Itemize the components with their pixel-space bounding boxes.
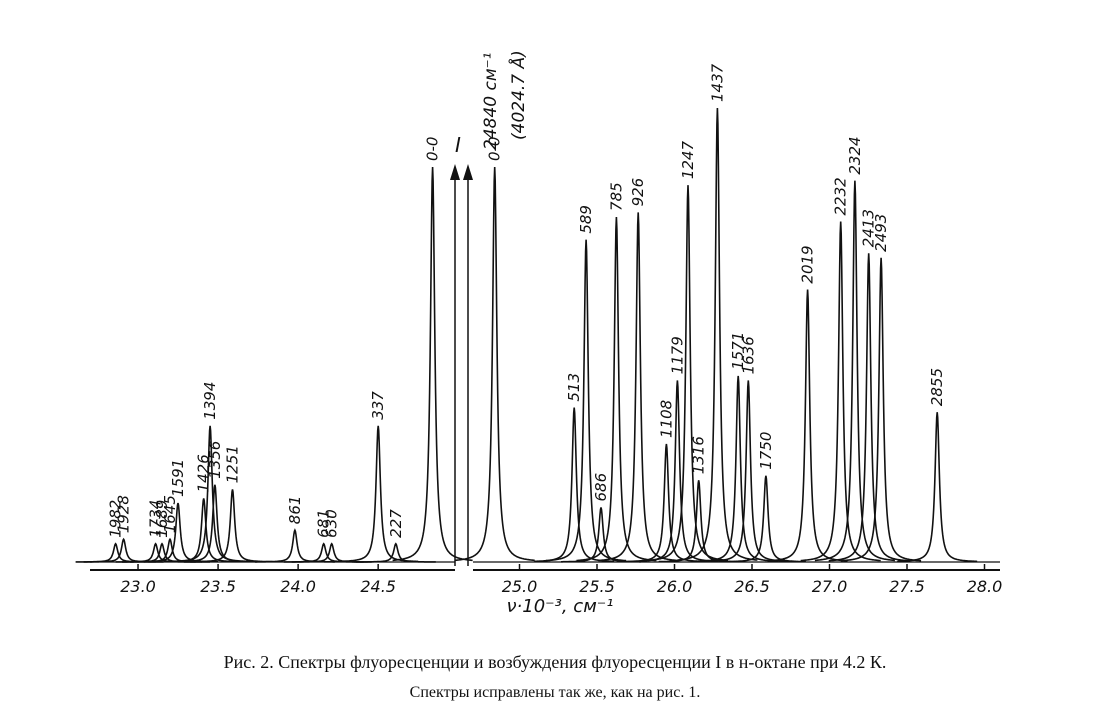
x-tick-label: 25.0 — [502, 577, 538, 596]
peak — [767, 289, 848, 562]
annotation: 24840 см⁻¹ — [481, 53, 501, 150]
peak-label: 926 — [629, 178, 647, 207]
peak-label: 1689 — [153, 500, 171, 538]
x-tick-label: 26.0 — [657, 577, 693, 596]
x-tick-label: 26.5 — [734, 577, 770, 596]
peak-label: 2493 — [872, 214, 890, 252]
x-tick-label: 24.0 — [280, 577, 316, 596]
peak — [725, 475, 806, 563]
peak-label: 1928 — [115, 495, 133, 533]
peak-label: 2324 — [846, 136, 864, 174]
peak-label: 1571 — [729, 332, 747, 370]
x-tick-label: 28.0 — [967, 577, 1003, 596]
peak-label: 681 — [315, 509, 333, 538]
peak-label: 2019 — [799, 245, 817, 283]
peak-label: 1356 — [206, 441, 224, 479]
peak-label: 1394 — [201, 382, 219, 420]
peak-label: 1247 — [679, 141, 697, 180]
peak — [828, 253, 909, 562]
arrow-head — [463, 164, 473, 180]
peak — [677, 107, 758, 561]
peak-label: 513 — [565, 373, 583, 402]
peak-label: 785 — [607, 182, 625, 211]
x-tick-label: 25.5 — [579, 577, 615, 596]
peak-label: 630 — [323, 509, 341, 538]
peak-label: 1750 — [757, 432, 775, 470]
peak — [392, 166, 473, 562]
peak — [283, 542, 364, 563]
peak-label: 589 — [577, 205, 595, 234]
peak — [576, 216, 657, 562]
caption: Рис. 2. Спектры флуоресценции и возбужде… — [224, 652, 887, 672]
peak-label: 1437 — [708, 63, 726, 102]
peak — [355, 542, 436, 563]
peak-label: 1179 — [668, 336, 686, 374]
peak-label: 2413 — [860, 209, 878, 247]
x-tick-label: 23.5 — [200, 577, 236, 596]
peak-label: 0-0 — [486, 137, 504, 162]
peak — [658, 480, 739, 563]
caption-note: Спектры исправлены так же, как на рис. 1… — [410, 684, 701, 701]
peak — [841, 257, 922, 562]
peak-label: 1982 — [107, 500, 125, 538]
peak — [648, 185, 728, 562]
x-axis-label: ν·10⁻³, см⁻¹ — [506, 596, 613, 617]
x-tick-label: 27.0 — [812, 577, 848, 596]
peak — [454, 166, 535, 562]
x-tick-label: 24.5 — [360, 577, 396, 596]
peak-label: 686 — [592, 473, 610, 502]
peak — [814, 180, 895, 562]
peak — [338, 425, 419, 563]
x-tick-label: 23.0 — [120, 577, 156, 596]
peak — [83, 537, 164, 563]
peak-label: 1591 — [169, 459, 187, 497]
peak-label: 1108 — [657, 400, 675, 438]
peak-label: 1645 — [161, 495, 179, 533]
peak-label: 1734 — [147, 500, 165, 538]
arrow-head — [450, 164, 460, 180]
peak-label: 861 — [286, 496, 304, 525]
annotation: I — [455, 133, 461, 157]
peak-label: 2232 — [832, 177, 850, 215]
peak-label: 0-0 — [424, 137, 442, 162]
peak — [174, 484, 255, 563]
peak-label: 1251 — [223, 445, 241, 483]
peak-label: 227 — [387, 509, 405, 538]
peak — [897, 412, 978, 563]
peak — [800, 221, 881, 562]
peak-label: 1316 — [690, 436, 708, 474]
peak — [598, 212, 679, 562]
annotation: (4024.7 Å) — [507, 50, 529, 140]
peak-label: 1636 — [739, 336, 757, 374]
peak — [698, 375, 779, 562]
peak-label: 337 — [369, 391, 387, 420]
peak-label: 2855 — [928, 368, 946, 406]
x-tick-label: 27.5 — [889, 577, 925, 596]
